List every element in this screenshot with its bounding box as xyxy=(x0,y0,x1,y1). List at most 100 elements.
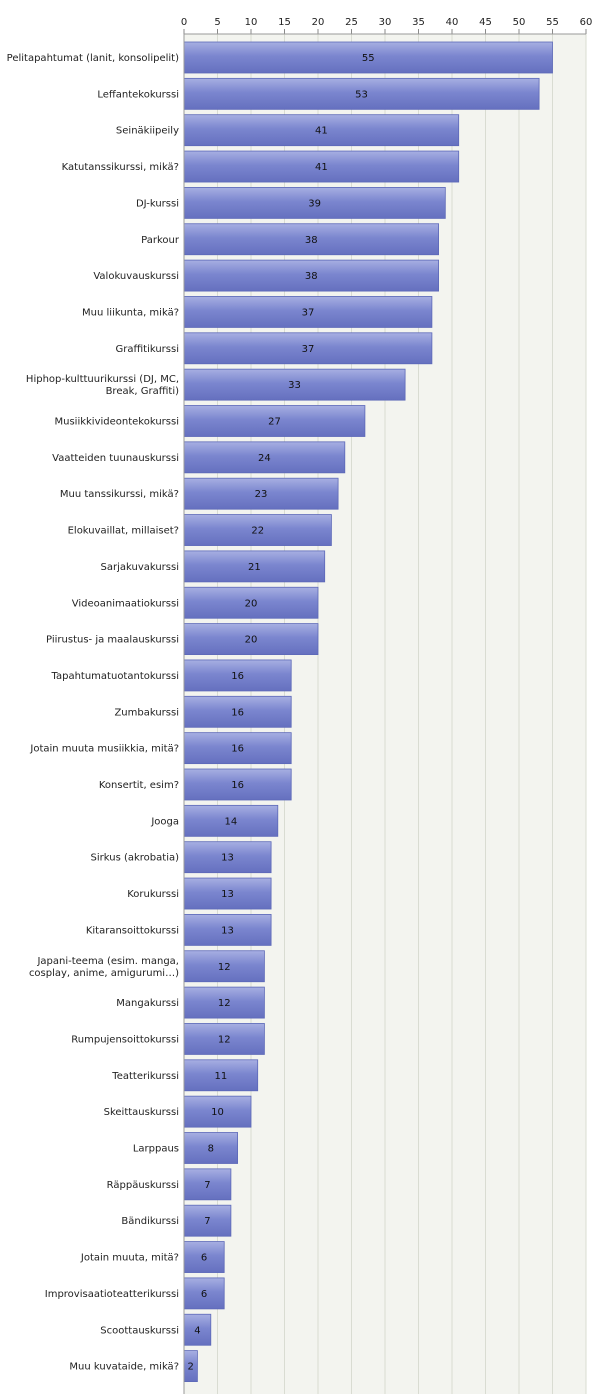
category-label: Musiikkivideontekokurssi xyxy=(54,417,179,428)
category-label: Skeittauskurssi xyxy=(104,1107,179,1118)
bar-value-label: 7 xyxy=(204,1216,210,1227)
bar-group: 20 xyxy=(183,623,319,655)
bar-value-label: 7 xyxy=(204,1180,210,1191)
category-label: Bändikurssi xyxy=(121,1216,179,1227)
bar-group: 39 xyxy=(183,186,446,219)
bar xyxy=(183,405,366,437)
bar-group: 12 xyxy=(183,986,265,1019)
bar-group: 12 xyxy=(183,1023,265,1055)
category-label: Räppäuskurssi xyxy=(107,1180,179,1191)
bar-group: 38 xyxy=(183,259,440,292)
category-label: cosplay, anime, amigurumi…) xyxy=(29,968,179,979)
bar-group: 53 xyxy=(183,77,540,110)
bar xyxy=(183,1168,232,1201)
category-label: Seinäkiipeily xyxy=(116,126,179,137)
category-label: Muu liikunta, mikä? xyxy=(82,307,179,318)
x-tick-label: 35 xyxy=(412,17,425,28)
category-label: Katutanssikurssi, mikä? xyxy=(62,162,179,173)
bar xyxy=(183,732,292,765)
bar xyxy=(183,550,326,583)
bar-value-label: 22 xyxy=(251,526,264,537)
bar-group: 27 xyxy=(183,405,366,437)
bar-group: 16 xyxy=(183,768,292,801)
category-label: Videoanimaatiokurssi xyxy=(72,598,179,609)
bar-group: 7 xyxy=(183,1204,232,1237)
bar-value-label: 12 xyxy=(218,1034,231,1045)
bar xyxy=(183,1241,225,1273)
bar-value-label: 38 xyxy=(305,271,318,282)
category-label: DJ-kurssi xyxy=(136,198,179,209)
bar-group: 23 xyxy=(183,477,339,510)
category-label: Hiphop-kulttuurikurssi (DJ, MC, xyxy=(26,374,179,385)
bar-value-label: 13 xyxy=(221,853,234,864)
category-label: Jotain muuta musiikkia, mitä? xyxy=(29,744,179,755)
bar xyxy=(183,950,265,983)
category-label: Larppaus xyxy=(133,1144,179,1155)
bar-value-label: 2 xyxy=(188,1362,194,1373)
category-label: Kitaransoittokurssi xyxy=(86,925,179,936)
bar-value-label: 20 xyxy=(245,635,258,646)
bar xyxy=(183,1095,252,1128)
x-tick-label: 30 xyxy=(379,17,392,28)
category-label: Elokuvaillat, millaiset? xyxy=(68,526,179,537)
bar xyxy=(183,1059,259,1092)
x-tick-label: 10 xyxy=(245,17,258,28)
bar xyxy=(183,695,292,728)
bar xyxy=(183,332,433,365)
bar xyxy=(183,586,319,619)
category-label: Pelitapahtumat (lanit, konsolipelit) xyxy=(7,53,179,64)
bar-value-label: 24 xyxy=(258,453,271,464)
x-tick-label: 5 xyxy=(214,17,220,28)
bar-group: 41 xyxy=(183,150,460,183)
bar-value-label: 11 xyxy=(214,1071,227,1082)
category-label: Break, Graffiti) xyxy=(106,386,180,397)
category-label: Japani-teema (esim. manga, xyxy=(36,956,179,967)
bar-value-label: 13 xyxy=(221,925,234,936)
x-tick-label: 55 xyxy=(546,17,559,28)
bar-value-label: 13 xyxy=(221,889,234,900)
bar xyxy=(183,1204,232,1237)
bar xyxy=(183,804,279,837)
category-label: Tapahtumatuotantokurssi xyxy=(51,671,179,682)
bar-value-label: 16 xyxy=(231,780,244,791)
bar-value-label: 37 xyxy=(302,344,315,355)
bar xyxy=(183,841,272,874)
category-labels: Pelitapahtumat (lanit, konsolipelit) Leff… xyxy=(7,53,180,1373)
bar-value-label: 6 xyxy=(201,1253,207,1264)
bar xyxy=(183,477,339,510)
bar xyxy=(183,368,406,401)
bar-group: 10 xyxy=(183,1095,252,1128)
category-label: Sarjakuvakurssi xyxy=(101,562,180,573)
bar xyxy=(183,768,292,801)
bar-group: 6 xyxy=(183,1241,225,1273)
bar-value-label: 41 xyxy=(315,126,328,137)
bar-value-label: 38 xyxy=(305,235,318,246)
x-tick-label: 25 xyxy=(345,17,358,28)
category-label: Vaatteiden tuunauskurssi xyxy=(52,453,179,464)
bar-value-label: 4 xyxy=(194,1325,200,1336)
x-tick-label: 0 xyxy=(181,17,187,28)
bar xyxy=(183,41,553,74)
x-tick-label: 40 xyxy=(446,17,459,28)
bar-value-label: 21 xyxy=(248,562,261,573)
bar-group: 38 xyxy=(183,223,440,256)
bar-group: 8 xyxy=(183,1132,238,1164)
bar xyxy=(183,623,319,655)
category-label: Improvisaatioteatterikurssi xyxy=(45,1289,179,1300)
bar-value-label: 33 xyxy=(288,380,301,391)
bar-group: 22 xyxy=(183,514,332,546)
category-label: Teatterikurssi xyxy=(111,1071,179,1082)
bar-group: 2 xyxy=(183,1350,198,1382)
category-label: Graffitikurssi xyxy=(116,344,180,355)
bar-value-label: 8 xyxy=(208,1144,214,1155)
bar xyxy=(183,186,446,219)
bar-value-label: 41 xyxy=(315,162,328,173)
bar-group: 13 xyxy=(183,841,272,874)
category-label: Konsertit, esim? xyxy=(99,780,179,791)
bar-group: 4 xyxy=(183,1313,212,1346)
bar-value-label: 16 xyxy=(231,707,244,718)
bar xyxy=(183,1132,238,1164)
bar-value-label: 16 xyxy=(231,744,244,755)
bar xyxy=(183,514,332,546)
